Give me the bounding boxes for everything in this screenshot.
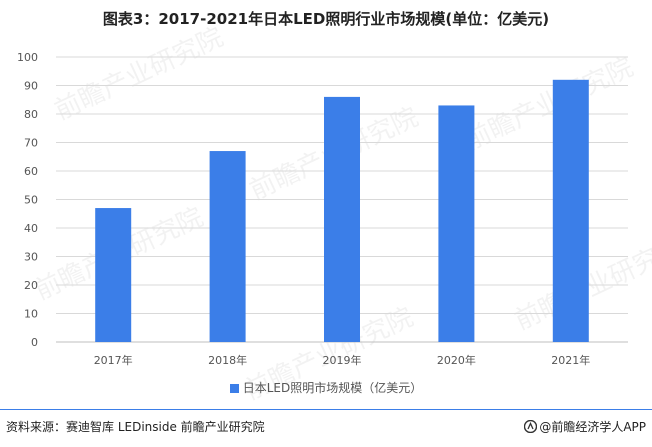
source-note: 资料来源：赛迪智库 LEDinside 前瞻产业研究院	[6, 420, 265, 434]
y-tick-label: 70	[24, 137, 38, 150]
chart-legend: 日本LED照明市场规模（亿美元）	[0, 379, 652, 396]
y-tick-label: 90	[24, 80, 38, 93]
brand-label: @前瞻经济学人APP	[524, 418, 646, 435]
x-tick-label: 2020年	[437, 353, 476, 367]
watermark-text: 前瞻产业研究院	[50, 22, 228, 126]
y-tick-label: 10	[24, 308, 38, 321]
legend-label: 日本LED照明市场规模（亿美元）	[242, 381, 423, 395]
y-tick-label: 30	[24, 251, 38, 264]
bar	[552, 79, 589, 343]
bar	[438, 105, 475, 342]
y-tick-label: 20	[24, 279, 38, 292]
y-tick-label: 60	[24, 165, 38, 178]
x-tick-label: 2019年	[323, 353, 362, 367]
bar	[209, 151, 246, 342]
x-tick-label: 2018年	[208, 353, 247, 367]
footer-divider	[0, 409, 652, 410]
bar	[324, 96, 360, 343]
y-tick-label: 0	[31, 336, 38, 349]
legend-swatch	[229, 384, 239, 393]
brand-text: @前瞻经济学人APP	[539, 420, 646, 434]
x-tick-label: 2021年	[551, 353, 590, 367]
qianzhan-logo-icon	[524, 420, 538, 433]
x-tick-label: 2017年	[94, 353, 133, 367]
chart-title: 图表3：2017-2021年日本LED照明行业市场规模(单位：亿美元)	[102, 10, 550, 28]
bar	[95, 208, 132, 342]
watermark-text: 前瞻产业研究院	[460, 52, 638, 156]
y-tick-label: 80	[24, 108, 38, 121]
y-tick-label: 40	[24, 222, 38, 235]
y-tick-label: 100	[17, 51, 38, 64]
y-tick-label: 50	[24, 194, 38, 207]
